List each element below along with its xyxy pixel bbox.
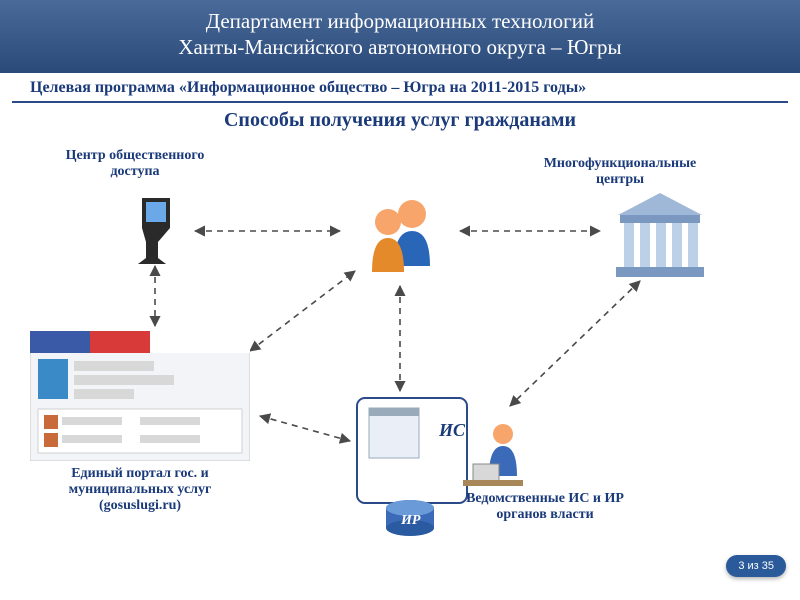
slide-header: Департамент информационных технологий Ха… bbox=[0, 0, 800, 73]
header-line1: Департамент информационных технологий bbox=[20, 8, 780, 34]
mfc-label: Многофункциональные центры bbox=[520, 156, 720, 188]
kiosk-icon bbox=[130, 196, 180, 266]
vedomstvo-label: Ведомственные ИС и ИР органов власти bbox=[455, 491, 635, 523]
diagram-subtitle: Способы получения услуг гражданами bbox=[0, 103, 800, 136]
program-title: Целевая программа «Информационное общест… bbox=[12, 73, 788, 103]
ir-label: ИР bbox=[400, 513, 421, 528]
header-line2: Ханты-Мансийского автономного округа – Ю… bbox=[20, 34, 780, 60]
kiosk-label: Центр общественного доступа bbox=[55, 148, 215, 180]
diagram-canvas: Центр общественного доступа Многофункцио… bbox=[0, 136, 800, 591]
portal-label: Единый портал гос. и муниципальных услуг… bbox=[35, 466, 245, 514]
citizens-icon bbox=[350, 186, 450, 286]
is-label: ИС bbox=[438, 420, 466, 440]
page-badge: 3 из 35 bbox=[726, 555, 786, 577]
portal-icon bbox=[30, 331, 250, 461]
building-icon bbox=[610, 191, 710, 281]
